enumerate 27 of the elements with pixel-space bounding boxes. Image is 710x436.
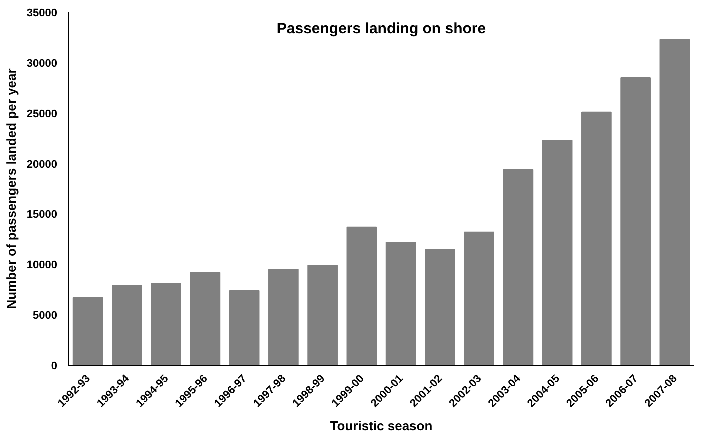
bar	[268, 269, 299, 366]
y-tick-label: 5000	[33, 310, 58, 322]
bar	[308, 265, 338, 366]
y-tick-label: 0	[51, 360, 58, 372]
bar	[660, 39, 690, 366]
y-tick-label: 15000	[26, 209, 58, 222]
bar	[425, 249, 456, 366]
bar	[346, 226, 378, 366]
bar	[582, 112, 612, 366]
bar	[542, 140, 573, 366]
bar	[229, 290, 260, 366]
y-tick-label: 20000	[26, 158, 58, 171]
bar	[620, 78, 651, 366]
bar	[503, 169, 534, 366]
y-tick-label: 30000	[26, 58, 58, 70]
y-tick-label: 25000	[26, 108, 58, 120]
bar	[112, 285, 142, 366]
bar	[72, 297, 104, 366]
x-axis-title: Touristic season	[330, 418, 433, 434]
bar	[190, 272, 221, 366]
y-axis-title: Number of passengers landed per year	[4, 68, 19, 310]
bar	[464, 232, 494, 366]
bar	[386, 242, 416, 366]
text: Passengers landing on shore	[276, 20, 486, 38]
y-tick-label: 35000	[26, 8, 58, 20]
y-tick-label: 10000	[26, 260, 58, 272]
bar	[151, 283, 182, 366]
